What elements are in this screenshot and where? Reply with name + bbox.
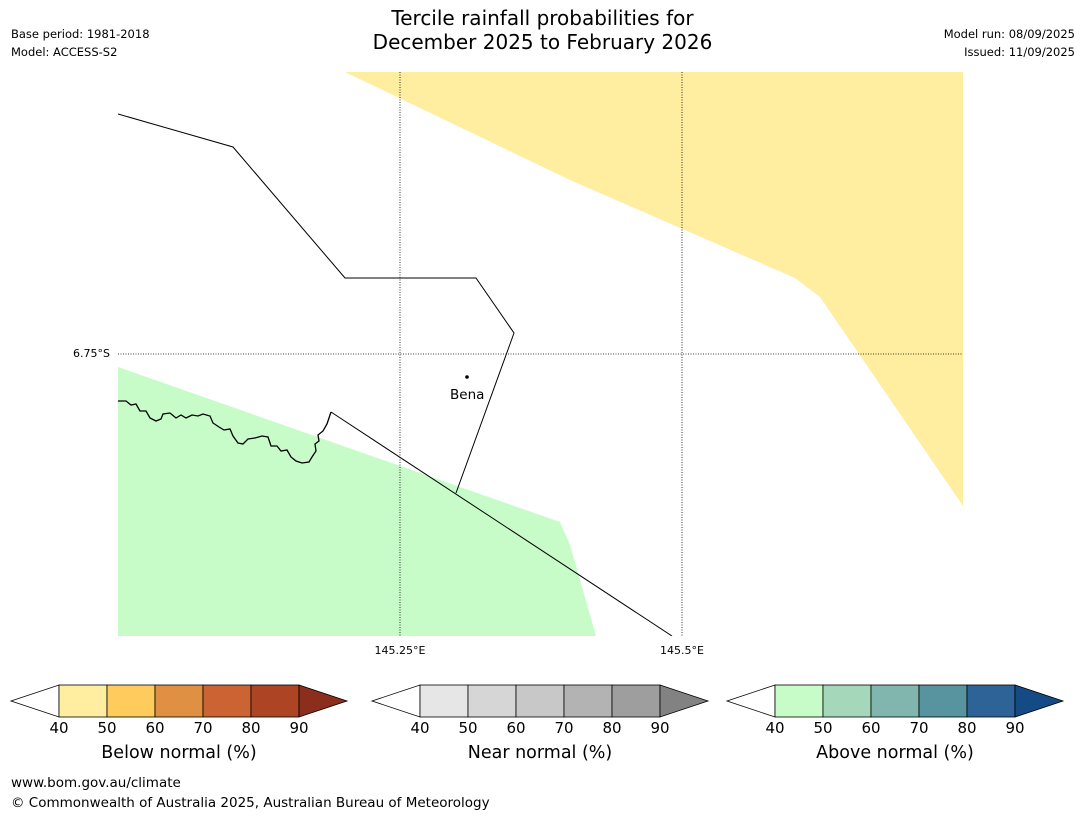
colorbar-tick-label: 60 <box>145 719 165 737</box>
colorbar-tick-label: 40 <box>49 719 69 737</box>
model-run-text: Model run: 08/09/2025 <box>943 27 1075 41</box>
footer: www.bom.gov.au/climate © Commonwealth of… <box>11 773 490 813</box>
lon-label-2: 145.5°E <box>660 644 704 657</box>
coastline <box>118 400 332 464</box>
header-left: Base period: 1981-2018 Model: ACCESS-S2 <box>11 25 150 61</box>
above-normal-region <box>118 367 596 636</box>
footer-copyright: © Commonwealth of Australia 2025, Austra… <box>11 795 490 811</box>
colorbar-tick-label: 60 <box>861 719 881 737</box>
colorbar-tick-label: 40 <box>410 719 430 737</box>
colorbar-tick-label: 50 <box>813 719 833 737</box>
colorbar-tick-label: 80 <box>957 719 977 737</box>
colorbar-bin <box>202 684 252 718</box>
colorbar-bin <box>250 684 300 718</box>
colorbar-bin <box>966 684 1016 718</box>
title-line-1: Tercile rainfall probabilities for <box>391 6 694 30</box>
colorbar-bin <box>918 684 968 718</box>
colorbar-over-arrow <box>298 684 349 718</box>
province-boundary-south <box>330 411 673 636</box>
colorbar-bin <box>467 684 517 718</box>
colorbar-tick-label: 90 <box>650 719 670 737</box>
colorbar-tick-label: 50 <box>458 719 478 737</box>
footer-website: www.bom.gov.au/climate <box>11 775 181 791</box>
colorbar-tick-label: 70 <box>909 719 929 737</box>
colorbar-tick-label: 50 <box>97 719 117 737</box>
colorbar-over-arrow <box>659 684 710 718</box>
lat-label: 6.75°S <box>73 347 110 360</box>
colorbar-under-arrow <box>9 684 60 718</box>
colorbar-2 <box>370 684 710 718</box>
colorbar-tick-label: 80 <box>241 719 261 737</box>
colorbar-bin <box>870 684 920 718</box>
colorbar-tick-label: 40 <box>765 719 785 737</box>
colorbar-tick-label: 90 <box>1005 719 1025 737</box>
colorbar-bin <box>563 684 613 718</box>
title-line-2: December 2025 to February 2026 <box>372 30 713 54</box>
colorbar-tick-label: 90 <box>289 719 309 737</box>
colorbar-bin <box>822 684 872 718</box>
colorbar-tick-label: 70 <box>193 719 213 737</box>
colorbar-under-arrow <box>370 684 421 718</box>
town-marker <box>465 375 469 379</box>
colorbar-bin <box>58 684 108 718</box>
colorbar-bin <box>515 684 565 718</box>
colorbar-under-arrow <box>725 684 776 718</box>
model-text: Model: ACCESS-S2 <box>11 45 118 59</box>
colorbar-3 <box>725 684 1065 718</box>
issued-text: Issued: 11/09/2025 <box>964 45 1075 59</box>
colorbar-tick-label: 70 <box>554 719 574 737</box>
town-label: Bena <box>450 387 485 403</box>
province-boundary <box>118 113 515 494</box>
colorbar-bin <box>774 684 824 718</box>
header-right: Model run: 08/09/2025 Issued: 11/09/2025 <box>944 25 1075 61</box>
colorbar-bin <box>611 684 661 718</box>
colorbar-title: Near normal (%) <box>467 743 613 763</box>
colorbar-1 <box>9 684 349 718</box>
map-panel <box>118 72 963 636</box>
base-period-text: Base period: 1981-2018 <box>11 27 150 41</box>
colorbar-title: Below normal (%) <box>101 743 257 763</box>
map-title: Tercile rainfall probabilities for Decem… <box>0 6 1085 54</box>
colorbar-title: Above normal (%) <box>816 743 974 763</box>
below-normal-region <box>345 72 963 506</box>
colorbar-tick-label: 80 <box>602 719 622 737</box>
colorbar-bin <box>419 684 469 718</box>
colorbar-tick-label: 60 <box>506 719 526 737</box>
colorbar-bin <box>106 684 156 718</box>
colorbar-bin <box>154 684 204 718</box>
lon-label-1: 145.25°E <box>374 644 426 657</box>
colorbar-over-arrow <box>1014 684 1065 718</box>
